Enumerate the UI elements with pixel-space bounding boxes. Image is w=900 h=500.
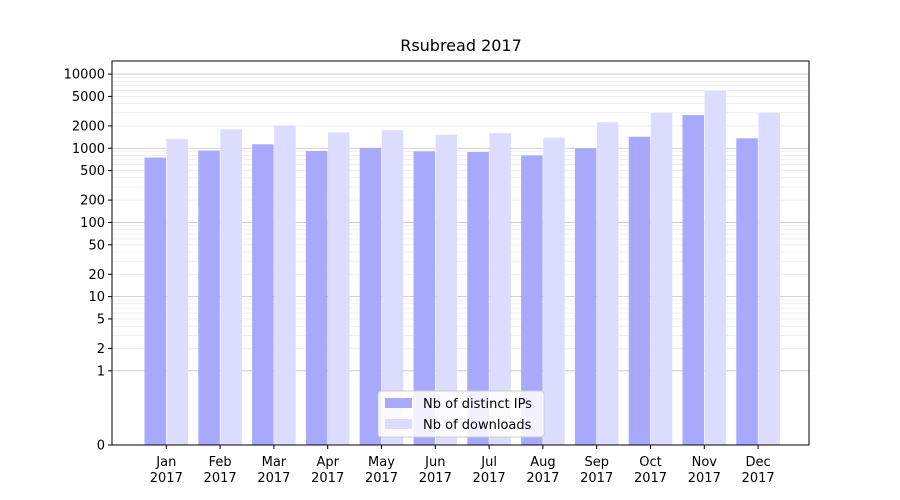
y-tick-label: 10000: [64, 68, 105, 83]
y-tick-label: 2000: [72, 119, 105, 134]
x-tick-label: Apr 2017: [311, 455, 344, 486]
bar-distinct-ips: [736, 138, 758, 445]
x-tick-label: Jun 2017: [419, 455, 452, 486]
y-axis: 0 1 2 5 10 20 50 100 200 500 1000 2000 5000 10000: [64, 68, 112, 454]
bar-downloads: [758, 112, 780, 445]
bar-downloads: [220, 129, 242, 445]
bar-distinct-ips: [144, 157, 166, 445]
x-tick-label: Feb 2017: [204, 455, 237, 486]
bar-downloads: [328, 132, 350, 445]
legend-swatch-ips: [385, 398, 412, 408]
y-tick-label: 5000: [72, 90, 105, 105]
legend: Nb of distinct IPs Nb of downloads: [377, 390, 545, 438]
bars-layer: [144, 90, 780, 446]
bar-downloads: [543, 137, 565, 445]
x-tick-label: Mar 2017: [257, 455, 290, 486]
legend-swatch-downloads: [385, 419, 412, 429]
x-tick-label: Nov 2017: [688, 455, 721, 486]
x-tick-label: Jan 2017: [150, 455, 183, 486]
y-tick-label: 0: [97, 439, 105, 454]
legend-label-downloads: Nb of downloads: [423, 418, 532, 433]
bar-distinct-ips: [628, 136, 651, 445]
y-tick-label: 10: [88, 290, 105, 305]
bar-downloads: [597, 122, 619, 446]
bar-downloads: [704, 90, 727, 446]
x-tick-label: May 2017: [365, 455, 398, 486]
y-tick-label: 1: [97, 364, 105, 379]
bar-distinct-ips: [467, 152, 489, 445]
bar-downloads: [489, 133, 511, 445]
y-tick-label: 50: [88, 238, 105, 253]
plot-frame: [111, 60, 810, 446]
y-tick-label: 5: [97, 312, 105, 327]
bar-distinct-ips: [198, 150, 220, 445]
y-tick-label: 100: [80, 216, 105, 231]
x-tick-label: Sep 2017: [580, 455, 613, 486]
bar-downloads: [274, 125, 296, 446]
legend-label-ips: Nb of distinct IPs: [423, 397, 532, 412]
bar-distinct-ips: [574, 148, 597, 445]
bar-distinct-ips: [682, 115, 704, 446]
x-tick-label: Jul 2017: [473, 455, 506, 486]
bar-distinct-ips: [252, 144, 274, 445]
y-tick-label: 2: [97, 342, 105, 357]
y-tick-label: 1000: [72, 142, 105, 157]
y-tick-label: 20: [88, 268, 105, 283]
bar-distinct-ips: [521, 155, 543, 445]
bar-downloads: [381, 130, 404, 446]
bar-downloads: [435, 134, 458, 445]
bar-downloads: [166, 138, 189, 446]
x-axis: Jan 2017 Feb 2017 Mar 2017 Apr 2017 May 2017 Jun 20…: [150, 445, 775, 486]
bar-downloads: [650, 112, 673, 445]
bar-distinct-ips: [359, 147, 382, 445]
bar-distinct-ips: [305, 150, 328, 445]
legend-box: [377, 390, 545, 438]
chart-title: Rsubread 2017: [400, 36, 522, 55]
x-tick-label: Oct 2017: [634, 455, 667, 486]
x-tick-label: Aug 2017: [526, 455, 559, 486]
y-tick-label: 200: [80, 194, 105, 209]
x-tick-label: Dec 2017: [742, 455, 775, 486]
bar-distinct-ips: [413, 151, 435, 445]
y-tick-label: 500: [80, 164, 105, 179]
